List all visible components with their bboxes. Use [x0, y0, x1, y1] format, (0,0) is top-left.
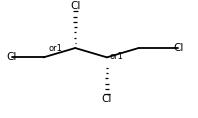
- Text: Cl: Cl: [173, 43, 183, 53]
- Text: Cl: Cl: [7, 52, 17, 62]
- Text: or1: or1: [49, 44, 62, 53]
- Text: Cl: Cl: [102, 94, 112, 104]
- Text: Cl: Cl: [70, 1, 80, 11]
- Text: or1: or1: [110, 52, 124, 61]
